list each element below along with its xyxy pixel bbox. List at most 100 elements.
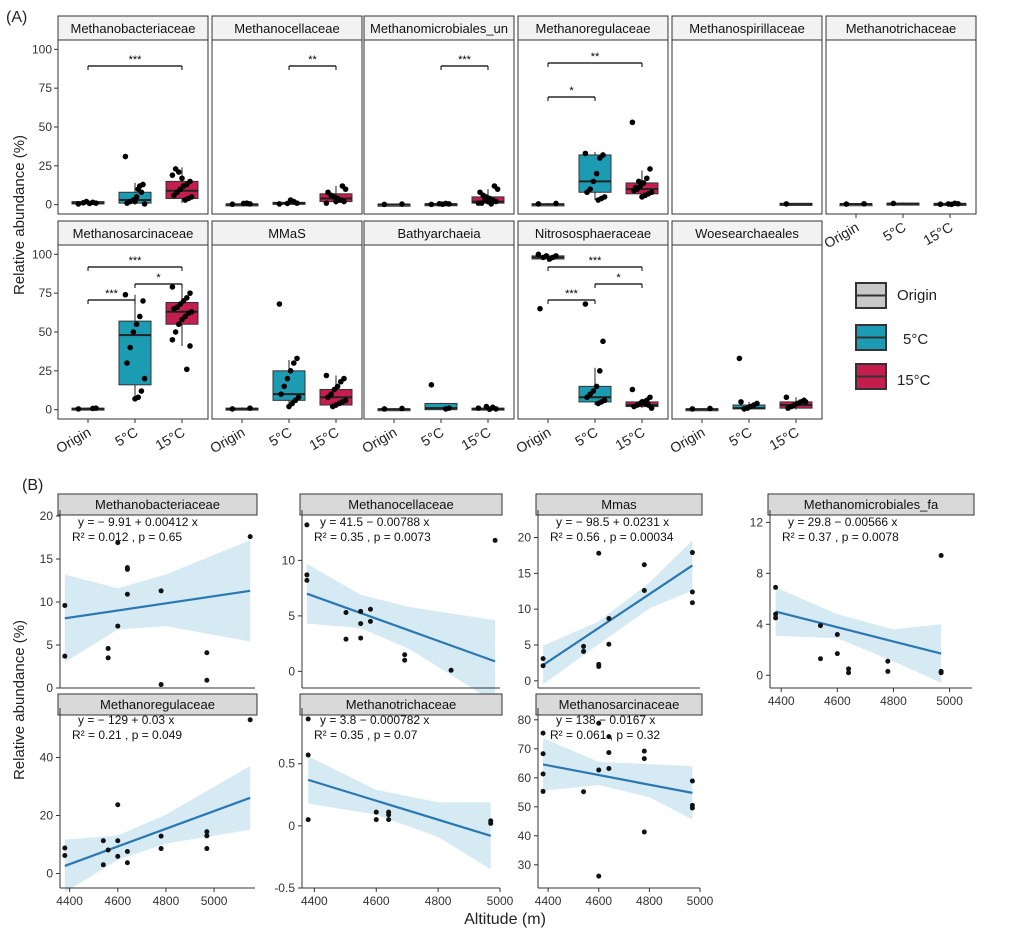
data-point bbox=[204, 650, 210, 656]
data-point bbox=[184, 366, 190, 373]
data-point bbox=[540, 663, 546, 669]
confidence-band bbox=[306, 563, 496, 703]
y-tick-label: 30 bbox=[518, 858, 532, 872]
significance-label: *** bbox=[129, 255, 143, 267]
y-tick-label: 0 bbox=[46, 681, 53, 695]
data-point bbox=[636, 178, 642, 185]
regression-line bbox=[542, 564, 694, 666]
significance-label: ** bbox=[308, 54, 317, 66]
data-point bbox=[802, 399, 809, 405]
data-point bbox=[141, 375, 148, 382]
y-tick-label: 25 bbox=[39, 159, 53, 173]
facet-title: Methanocellaceae bbox=[348, 497, 454, 512]
data-point bbox=[428, 201, 435, 208]
data-point bbox=[169, 172, 176, 178]
data-point bbox=[90, 405, 96, 412]
facet-panel bbox=[363, 39, 515, 215]
y-tick-label: 40 bbox=[518, 829, 532, 843]
y-tick-label: 0 bbox=[288, 819, 295, 833]
y-tick-label: 100 bbox=[32, 247, 52, 261]
data-point bbox=[641, 756, 647, 762]
data-point bbox=[247, 534, 253, 540]
scatter-facet-methanocellaceae: Methanocellaceae 0 5 10 y = 41.5 − 0.00788 x… bbox=[282, 493, 503, 703]
x-tick-label: 4400 bbox=[56, 894, 83, 908]
data-point bbox=[606, 750, 612, 756]
data-point bbox=[105, 645, 111, 651]
x-tick-label: 5000 bbox=[687, 894, 714, 908]
data-point bbox=[885, 658, 891, 664]
data-point bbox=[358, 635, 364, 641]
y-tick-label: 0 bbox=[45, 403, 52, 417]
facet-title: Methanoregulaceae bbox=[100, 697, 215, 712]
facet-title: Methanoregulaceae bbox=[536, 21, 651, 36]
data-point bbox=[127, 344, 133, 351]
data-point bbox=[75, 406, 82, 412]
data-point bbox=[483, 403, 490, 410]
data-point bbox=[247, 405, 253, 411]
data-point bbox=[182, 197, 188, 203]
data-point bbox=[843, 201, 850, 207]
data-point bbox=[172, 329, 179, 335]
data-point bbox=[305, 716, 311, 722]
significance-label: *** bbox=[105, 288, 119, 300]
y-tick-label: 25 bbox=[39, 364, 53, 378]
data-point bbox=[590, 178, 597, 185]
data-point bbox=[100, 862, 106, 868]
data-point bbox=[632, 184, 639, 191]
data-point bbox=[179, 316, 185, 323]
y-tick-label: 50 bbox=[518, 800, 532, 814]
data-point bbox=[707, 405, 713, 412]
data-point bbox=[204, 677, 210, 683]
x-tick-label: 4400 bbox=[768, 694, 795, 708]
data-point bbox=[358, 621, 364, 627]
data-point bbox=[124, 566, 130, 572]
data-point bbox=[381, 406, 388, 412]
facet-title: Bathyarchaeia bbox=[397, 226, 481, 241]
data-point bbox=[631, 403, 637, 410]
data-point bbox=[158, 833, 164, 839]
data-point bbox=[641, 748, 647, 754]
data-point bbox=[247, 717, 253, 723]
y-tick-label: 10 bbox=[282, 553, 296, 567]
regression-line bbox=[542, 763, 693, 794]
data-point bbox=[738, 399, 744, 405]
data-point bbox=[402, 652, 408, 658]
data-point bbox=[938, 670, 944, 676]
legend-item-origin: Origin bbox=[855, 282, 937, 309]
data-point bbox=[597, 155, 603, 161]
data-point bbox=[124, 848, 130, 854]
legend: Origin 5°C 15°C bbox=[855, 282, 937, 390]
data-point bbox=[553, 200, 559, 207]
data-point bbox=[540, 730, 546, 736]
facet-methanosarcinaceae: Methanosarcinaceae0255075100*******Origi… bbox=[32, 220, 209, 457]
regression-line bbox=[307, 778, 492, 837]
facet-strip bbox=[299, 693, 503, 716]
data-point bbox=[629, 119, 636, 126]
facet-methanoregulaceae: Methanoregulaceae*** bbox=[517, 15, 669, 215]
facet-title: Methanotrichaceae bbox=[346, 697, 457, 712]
data-point bbox=[945, 201, 952, 207]
data-point bbox=[593, 170, 600, 177]
data-point bbox=[135, 186, 141, 192]
y-tick-label: 75 bbox=[39, 81, 53, 95]
data-point bbox=[115, 623, 121, 629]
data-point bbox=[606, 641, 612, 647]
x-tick-label: 5000 bbox=[487, 894, 514, 908]
data-point bbox=[783, 394, 790, 401]
data-point bbox=[584, 394, 590, 401]
data-point bbox=[399, 405, 405, 412]
x-tick-label: 4400 bbox=[535, 894, 562, 908]
data-point bbox=[62, 653, 68, 659]
facet-strip bbox=[57, 15, 209, 41]
facet-title: Methanospirillaceae bbox=[689, 21, 805, 36]
y-tick-label: 15 bbox=[40, 552, 54, 566]
regression-line bbox=[64, 589, 251, 620]
data-point bbox=[204, 833, 210, 839]
x-tick-label: Origin bbox=[53, 424, 93, 457]
data-point bbox=[358, 608, 364, 614]
data-point bbox=[596, 720, 602, 726]
x-tick-label: 5000 bbox=[201, 894, 228, 908]
significance-label: * bbox=[569, 85, 574, 97]
y-tick-label: 50 bbox=[39, 120, 53, 134]
x-tick-label: 5°C bbox=[572, 424, 600, 450]
